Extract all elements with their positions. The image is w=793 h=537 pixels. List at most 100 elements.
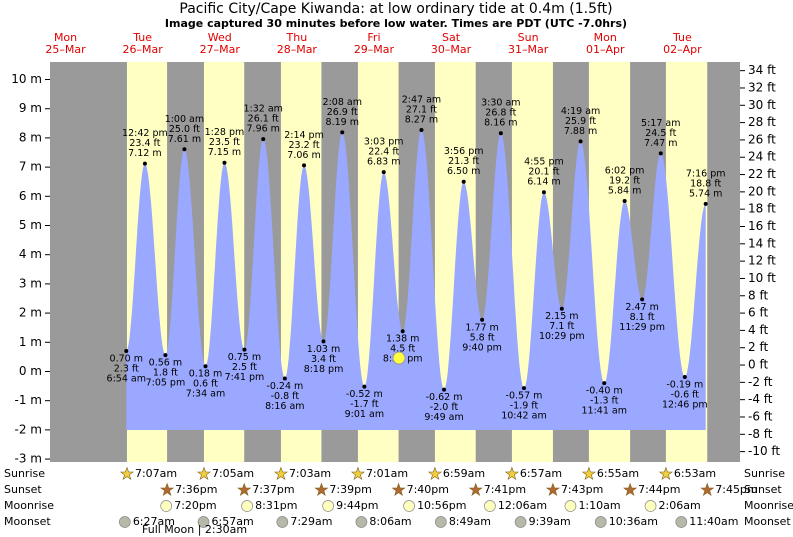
sunrise-icon: [581, 466, 596, 481]
tide-label: 11:29 pm: [619, 322, 665, 333]
tide-label: 0.56 m: [149, 358, 182, 369]
sunrise-icon: [119, 466, 134, 481]
tide-label: 25.0 ft: [169, 124, 200, 135]
tide-label: -1.9 ft: [510, 401, 539, 412]
tide-label: 2:14 pm: [284, 130, 324, 141]
chart-subtitle: Image captured 30 minutes before low wat…: [165, 17, 627, 30]
tide-label: 8.27 m: [405, 115, 438, 126]
y-tick-label: 2 m: [19, 306, 42, 320]
tide-point: [682, 375, 687, 380]
tide-point: [142, 161, 147, 166]
moonrise-time: 2:06am: [659, 499, 701, 512]
tide-label: 23.5 ft: [209, 137, 240, 148]
row-label-right: Sunrise: [744, 467, 785, 480]
tide-label: 0.70 m: [110, 354, 143, 365]
tide-label: 24.5 ft: [645, 128, 676, 139]
sunset-icon: [700, 482, 715, 497]
tide-label: 26.9 ft: [327, 107, 358, 118]
day-weekday: Mon: [54, 31, 77, 44]
sunset-time: 7:40pm: [407, 483, 449, 496]
tide-label: 4:55 pm: [524, 157, 564, 168]
moonset-time: 11:40am: [689, 515, 738, 528]
sunrise-icon: [658, 466, 673, 481]
tide-label: -2.0 ft: [430, 402, 459, 413]
sunrise-icon: [273, 466, 288, 481]
tide-label: 5.84 m: [608, 185, 641, 196]
day-weekday: Wed: [208, 31, 232, 44]
y2-tick-label: -6 ft: [748, 409, 773, 423]
tide-label: 8.16 m: [484, 118, 517, 129]
tide-label: -0.6 ft: [671, 390, 700, 401]
y2-tick-label: 28 ft: [748, 115, 776, 129]
tide-label: 3:56 pm: [444, 146, 484, 157]
y2-tick-label: 0 ft: [748, 358, 768, 372]
y2-tick-label: 10 ft: [748, 271, 776, 285]
tide-label: 5.8 ft: [470, 332, 495, 343]
sunset-time: 7:41pm: [484, 483, 526, 496]
sunrise-icon: [196, 466, 211, 481]
tide-label: -0.24 m: [266, 381, 303, 392]
moonrise-time: 7:20pm: [174, 499, 216, 512]
tide-label: 3.4 ft: [311, 354, 336, 365]
y-tick-label: 10 m: [11, 72, 42, 86]
sunset-icon: [545, 482, 560, 497]
tide-point: [203, 364, 208, 369]
day-date: 25–Mar: [45, 43, 86, 56]
tide-point: [340, 130, 345, 135]
tide-point: [442, 387, 447, 392]
moonrise-time: 12:06am: [498, 499, 547, 512]
sunset-time: 7:45pm: [715, 483, 757, 496]
tide-label: 23.2 ft: [288, 140, 319, 151]
day-weekday: Fri: [367, 31, 380, 44]
y-tick-label: -2 m: [15, 422, 42, 436]
row-label-left: Sunrise: [4, 467, 45, 480]
full-moon-marker: [392, 351, 406, 365]
tide-label: 26.8 ft: [485, 108, 516, 119]
y-tick-label: -3 m: [15, 452, 42, 466]
tide-point: [578, 139, 583, 144]
moonrise-time: 8:31pm: [255, 499, 297, 512]
sunset-icon: [314, 482, 329, 497]
y2-tick-label: 22 ft: [748, 167, 776, 181]
tide-label: 3:03 pm: [364, 137, 404, 148]
sunrise-time: 7:01am: [366, 467, 408, 480]
tide-point: [182, 147, 187, 152]
y2-tick-label: -4 ft: [748, 392, 773, 406]
y2-tick-label: 26 ft: [748, 132, 776, 146]
sunset-icon: [237, 482, 252, 497]
tide-label: 9:49 am: [424, 412, 463, 423]
tide-point: [559, 306, 564, 311]
row-label-right: Sunset: [744, 483, 782, 496]
tide-label: 2.3 ft: [114, 364, 139, 375]
moonset-time: 6:57am: [212, 515, 254, 528]
tide-label: 7:41 pm: [225, 372, 265, 383]
tide-label: 23.4 ft: [129, 138, 160, 149]
tide-label: 2.47 m: [625, 302, 658, 313]
tide-label: 6.83 m: [367, 157, 400, 168]
y2-tick-label: 12 ft: [748, 254, 776, 268]
sunset-icon: [623, 482, 638, 497]
tide-label: 8.1 ft: [630, 312, 655, 323]
y2-tick-label: 14 ft: [748, 236, 776, 250]
tide-label: -1.7 ft: [350, 399, 379, 410]
row-label-right: Moonset: [744, 515, 791, 528]
moonrise-icon: [241, 500, 253, 512]
sunset-time: 7:43pm: [561, 483, 603, 496]
sunset-time: 7:37pm: [252, 483, 294, 496]
y2-tick-label: -8 ft: [748, 427, 773, 441]
moonset-time: 7:29am: [290, 515, 332, 528]
tide-label: 9:40 pm: [462, 342, 502, 353]
tide-label: -0.62 m: [426, 392, 463, 403]
sunrise-time: 6:55am: [597, 467, 639, 480]
tide-label: 7.96 m: [247, 124, 280, 135]
y2-tick-label: 20 ft: [748, 184, 776, 198]
sunrise-time: 6:57am: [520, 467, 562, 480]
day-weekday: Sat: [442, 31, 461, 44]
tide-label: 21.3 ft: [448, 156, 479, 167]
tide-point: [381, 170, 386, 175]
tide-label: -0.52 m: [346, 389, 383, 400]
tide-label: 8:18 pm: [304, 364, 344, 375]
moonrise-icon: [644, 500, 657, 512]
tide-label: 2:08 am: [323, 97, 362, 108]
